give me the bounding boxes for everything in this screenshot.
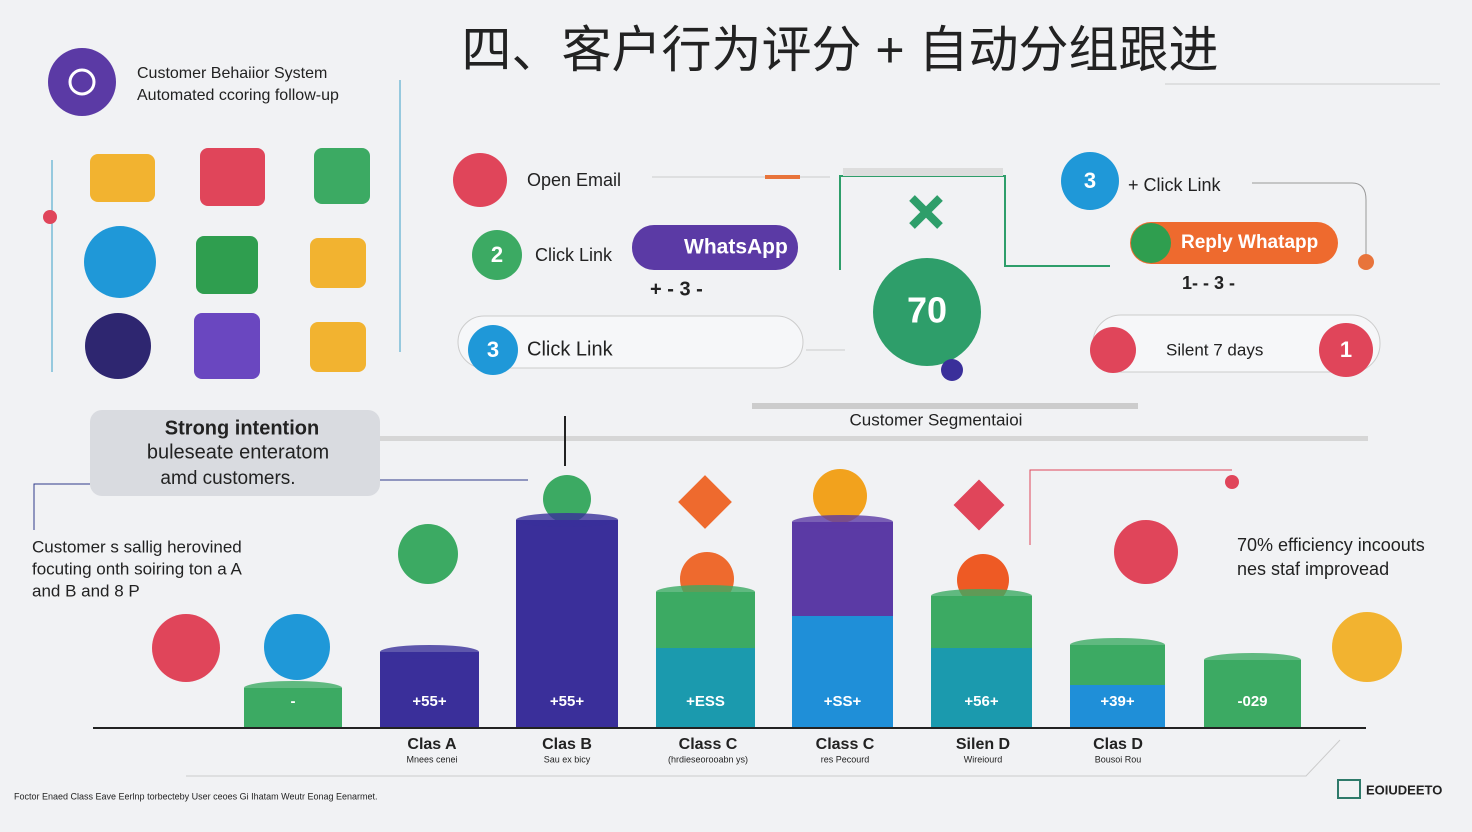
class-sub: Mnees cenei: [406, 754, 457, 764]
footer-note: Foctor Enaed Class Eave Eerlnp torbecteb…: [14, 791, 378, 801]
silent-label: Silent 7 days: [1166, 340, 1263, 359]
bar-lower: [380, 652, 479, 728]
reply-label: Reply Whatapp: [1181, 232, 1318, 253]
class-sub: Sau ex bicy: [544, 754, 591, 764]
footer-icon: [1337, 779, 1361, 799]
title: 四、客户行为评分 + 自动分组跟进: [462, 22, 1219, 78]
step-note: 1- - 3 -: [1182, 273, 1235, 293]
callout-line: buleseate enteratom: [147, 441, 329, 463]
bar-label: +SS+: [824, 693, 862, 710]
bar-cap: [931, 589, 1032, 603]
bar-upper: [792, 522, 893, 616]
flow-lines: [652, 168, 1374, 351]
step-label: Click Link: [535, 245, 613, 265]
whatsapp-pill: [632, 225, 798, 270]
class-name: Silen D: [956, 736, 1010, 753]
bar-cap: [516, 513, 618, 527]
footer-brand: EOIUDEETO: [1366, 782, 1442, 797]
bar-label: +56+: [964, 693, 998, 710]
silent-badge: 1: [1340, 337, 1352, 362]
bar-label: +55+: [412, 693, 446, 710]
bar-lower: [656, 648, 755, 728]
bar-label: +39+: [1100, 693, 1134, 710]
bar-label: -: [291, 693, 296, 710]
class-sub: Wireiourd: [964, 754, 1003, 764]
whatsapp-label: WhatsApp: [684, 236, 788, 259]
bar-cap: [380, 645, 479, 659]
step-box: [457, 315, 804, 369]
step-badge: 3: [487, 337, 499, 362]
bar-cap: [244, 681, 342, 695]
rule: [380, 436, 1368, 441]
brand-line: Automated ccoring follow-up: [137, 87, 339, 104]
brand-line: Customer Behaiior System: [137, 65, 327, 82]
note-line: focuting onth soiring ton a A: [32, 559, 242, 578]
step-label: Open Email: [527, 170, 621, 190]
callout: [90, 410, 380, 496]
bar-cap: [1204, 653, 1301, 667]
bar-cap: [792, 515, 893, 529]
bar-lower: [931, 648, 1032, 728]
silent-icon: [1090, 327, 1136, 373]
note-line: 70% efficiency incoouts: [1237, 535, 1425, 555]
bar-upper: [931, 596, 1032, 648]
bar-label: +55+: [550, 693, 584, 710]
class-name: Clas A: [407, 736, 457, 753]
bar-label: -029: [1237, 693, 1267, 710]
logo-icon: [68, 68, 96, 96]
bar-lower: [1204, 660, 1301, 728]
connector-dot: [1225, 475, 1239, 489]
step-icon: [453, 153, 507, 207]
class-sub: res Pecourd: [821, 754, 870, 764]
logo: [48, 48, 116, 116]
class-name: Class C: [679, 736, 738, 753]
bar-lower: [516, 520, 618, 728]
class-name: Class C: [816, 736, 875, 753]
score-dot: [941, 359, 963, 381]
step-badge-bg: [1061, 152, 1119, 210]
note-line: Customer s sallig herovined: [32, 537, 242, 556]
cross: [909, 195, 943, 229]
bar-upper: [656, 592, 755, 648]
reply-pill: [1130, 222, 1338, 264]
score-circle: [873, 258, 981, 366]
step-badge: 3: [1084, 168, 1096, 193]
icon-grid: [43, 80, 401, 379]
segment-title: Customer Segmentaioi: [850, 410, 1023, 429]
connector: [1029, 469, 1232, 545]
step-badge: 2: [491, 242, 503, 267]
note-line: and B and 8 P: [32, 581, 140, 600]
bar-lower: [792, 616, 893, 728]
callout-line: Strong intention: [165, 417, 319, 439]
silent-badge-bg: [1319, 323, 1373, 377]
bar-cap: [1070, 638, 1165, 652]
class-name: Clas D: [1093, 736, 1143, 753]
reply-icon: [1131, 223, 1171, 263]
bar-cap: [656, 585, 755, 599]
step-label: Click Link: [527, 338, 614, 360]
connector: [33, 479, 528, 530]
note-line: nes staf improvead: [1237, 559, 1389, 579]
step-note: + - 3 -: [650, 278, 703, 300]
callout-line: amd customers.: [160, 468, 295, 489]
bar-label: +ESS: [686, 693, 725, 710]
score: 70: [907, 290, 947, 331]
class-sub: (hrdieseorooabn ys): [668, 754, 748, 764]
step-badge-bg: [472, 230, 522, 280]
step-label: + Click Link: [1128, 175, 1222, 195]
class-sub: Bousoi Rou: [1095, 754, 1142, 764]
rule: [186, 739, 1341, 777]
rule: [752, 403, 1138, 409]
bar-lower: [1070, 685, 1165, 728]
class-name: Clas B: [542, 736, 592, 753]
step-badge-bg: [468, 325, 518, 375]
